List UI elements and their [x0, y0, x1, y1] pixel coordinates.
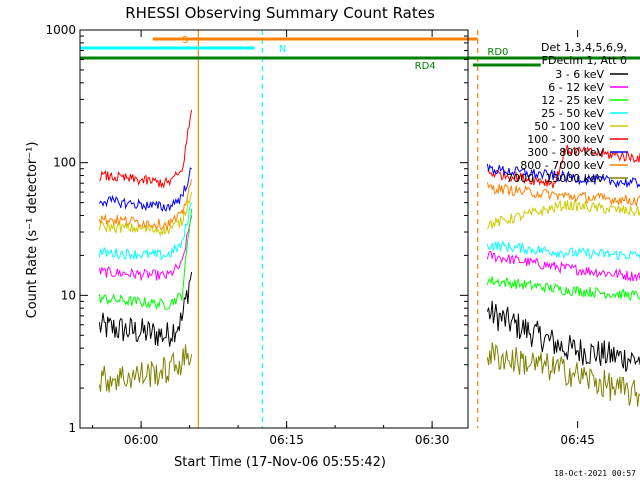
series-50-100-keV-seg-1 [486, 199, 640, 230]
series-layer [98, 109, 640, 407]
x-axis-label: Start Time (17-Nov-06 05:55:42) [174, 455, 386, 470]
legend: Det 1,3,4,5,6,9,FDecim 1, Att 03 - 6 keV… [506, 41, 628, 185]
chart-title: RHESSI Observing Summary Count Rates [125, 4, 435, 22]
legend-label-1: 6 - 12 keV [548, 81, 604, 94]
series-25-50-keV-seg-0 [98, 202, 193, 261]
series-7000-15000-keV-seg-0 [98, 344, 193, 393]
flag-bars: S N RD0 RD4 [80, 35, 640, 72]
series-3-6-keV-seg-1 [486, 300, 640, 372]
flag-label-n: N [279, 44, 286, 55]
series-800-7000-keV-seg-0 [98, 179, 193, 231]
plot-frame [79, 29, 469, 429]
y-tick-label-0: 1 [68, 421, 76, 435]
legend-label-2: 12 - 25 keV [541, 94, 604, 107]
legend-label-6: 300 - 800 keV [527, 146, 604, 159]
flag-label-rd4: RD4 [415, 61, 436, 72]
x-tick-label-1: 06:15 [269, 433, 304, 447]
legend-label-7: 800 - 7000 keV [520, 159, 604, 172]
y-tick-label-3: 1000 [45, 23, 76, 37]
vertical-markers [197, 30, 479, 428]
flag-label-rd0: RD0 [487, 47, 508, 58]
y-axis-ticks: 1 10 100 1000 [45, 23, 468, 435]
series-50-100-keV-seg-0 [98, 192, 193, 237]
x-tick-label-3: 06:45 [560, 433, 595, 447]
series-800-7000-keV-seg-1 [486, 182, 640, 208]
x-tick-label-0: 06:00 [124, 433, 159, 447]
legend-header-1: FDecim 1, Att 0 [542, 54, 627, 67]
legend-label-4: 50 - 100 keV [534, 120, 604, 133]
x-tick-label-2: 06:30 [415, 433, 450, 447]
series-100-300-keV-seg-0 [99, 109, 193, 189]
series-25-50-keV-seg-1 [486, 240, 640, 261]
legend-label-3: 25 - 50 keV [541, 107, 604, 120]
series-6-12-keV-seg-0 [98, 215, 193, 282]
series-7000-15000-keV-seg-1 [486, 342, 640, 407]
series-3-6-keV-seg-0 [98, 271, 193, 347]
y-tick-label-2: 100 [53, 156, 76, 170]
datestamp: 18-Oct-2021 00:57 [554, 469, 636, 478]
series-100-300-keV-seg-1 [487, 144, 640, 189]
y-axis-label: Count Rate (s⁻¹ detector⁻¹) [25, 142, 40, 319]
legend-label-5: 100 - 300 keV [527, 133, 604, 146]
legend-label-0: 3 - 6 keV [555, 68, 604, 81]
series-12-25-keV-seg-0 [98, 208, 193, 311]
series-300-800-keV-seg-1 [486, 163, 640, 189]
legend-header-0: Det 1,3,4,5,6,9, [541, 41, 627, 54]
series-12-25-keV-seg-1 [486, 276, 640, 302]
y-tick-label-1: 10 [61, 288, 76, 302]
series-6-12-keV-seg-1 [486, 250, 640, 283]
flag-label-s: S [182, 35, 188, 46]
series-300-800-keV-seg-0 [98, 167, 192, 212]
legend-label-8: 7000 - 15000 keV [506, 172, 604, 185]
